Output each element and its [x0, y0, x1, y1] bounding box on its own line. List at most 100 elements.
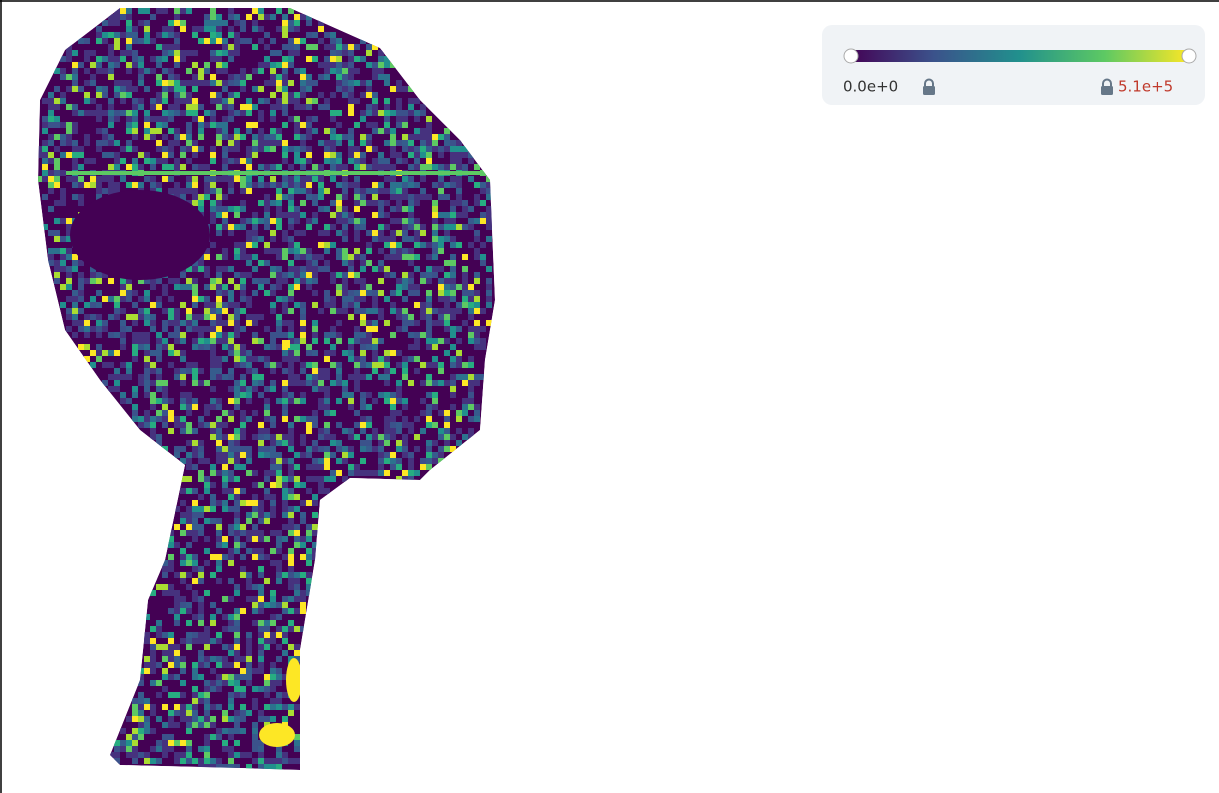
- heatmap-pixel: [408, 194, 414, 200]
- heatmap-pixel: [234, 680, 240, 686]
- heatmap-pixel: [444, 434, 450, 440]
- heatmap-pixel: [228, 80, 234, 86]
- heatmap-pixel: [156, 410, 162, 416]
- heatmap-pixel: [180, 668, 186, 674]
- heatmap-pixel: [288, 566, 294, 572]
- heatmap-pixel: [300, 86, 306, 92]
- heatmap-pixel: [180, 50, 186, 56]
- heatmap-pixel: [396, 140, 402, 146]
- heatmap-pixel: [288, 572, 294, 578]
- heatmap-pixel: [210, 350, 216, 356]
- heatmap-pixel: [156, 692, 162, 698]
- heatmap-pixel: [234, 620, 240, 626]
- heatmap-pixel: [414, 98, 420, 104]
- heatmap-pixel: [318, 308, 324, 314]
- max-label[interactable]: 5.1e+5: [1118, 78, 1173, 96]
- max-lock-icon[interactable]: [1101, 78, 1113, 96]
- heatmap-pixel: [252, 386, 258, 392]
- min-label[interactable]: 0.0e+0: [843, 78, 898, 96]
- heatmap-pixel: [246, 656, 252, 662]
- heatmap-pixel: [270, 764, 276, 770]
- heatmap-pixel: [192, 464, 198, 470]
- heatmap-pixel: [384, 176, 390, 182]
- heatmap-pixel: [192, 164, 198, 170]
- heatmap-pixel: [162, 116, 168, 122]
- heatmap-pixel: [426, 332, 432, 338]
- heatmap-pixel: [138, 752, 144, 758]
- heatmap-pixel: [342, 74, 348, 80]
- heatmap-pixel: [396, 428, 402, 434]
- heatmap-pixel: [294, 338, 300, 344]
- heatmap-pixel: [432, 218, 438, 224]
- min-lock-icon[interactable]: [923, 78, 935, 96]
- heatmap-pixel: [366, 62, 372, 68]
- heatmap-pixel: [438, 248, 444, 254]
- heatmap-pixel: [102, 188, 108, 194]
- heatmap-pixel: [462, 212, 468, 218]
- heatmap-pixel: [66, 152, 72, 158]
- heatmap-pixel: [246, 38, 252, 44]
- heatmap-pixel: [96, 32, 102, 38]
- heatmap-pixel: [396, 446, 402, 452]
- heatmap-pixel: [258, 110, 264, 116]
- heatmap-pixel: [138, 296, 144, 302]
- heatmap-pixel: [294, 650, 300, 656]
- heatmap-pixel: [180, 380, 186, 386]
- heatmap-pixel: [474, 278, 480, 284]
- heatmap-pixel: [216, 32, 222, 38]
- heatmap-pixel: [162, 404, 168, 410]
- heatmap-pixel: [378, 200, 384, 206]
- heatmap-pixel: [324, 68, 330, 74]
- max-handle[interactable]: [1181, 48, 1197, 64]
- heatmap-pixel: [102, 272, 108, 278]
- heatmap-pixel: [288, 428, 294, 434]
- heatmap-pixel: [228, 644, 234, 650]
- heatmap-pixel: [228, 374, 234, 380]
- heatmap-pixel: [414, 230, 420, 236]
- heatmap-pixel: [324, 146, 330, 152]
- heatmap-pixel: [234, 128, 240, 134]
- heatmap-pixel: [204, 326, 210, 332]
- heatmap-feature: [286, 658, 302, 702]
- heatmap-pixel: [228, 734, 234, 740]
- heatmap-pixel: [246, 350, 252, 356]
- heatmap-pixel: [480, 212, 486, 218]
- heatmap-pixel: [252, 146, 258, 152]
- heatmap-pixel: [162, 752, 168, 758]
- heatmap-pixel: [384, 122, 390, 128]
- heatmap-pixel: [282, 488, 288, 494]
- heatmap-pixel: [186, 308, 192, 314]
- heatmap-pixel: [204, 626, 210, 632]
- heatmap-pixel: [72, 152, 78, 158]
- heatmap-pixel: [240, 428, 246, 434]
- heatmap-pixel: [426, 194, 432, 200]
- heatmap-pixel: [228, 266, 234, 272]
- heatmap-pixel: [432, 404, 438, 410]
- heatmap-pixel: [336, 332, 342, 338]
- heatmap-pixel: [222, 284, 228, 290]
- heatmap-pixel: [264, 578, 270, 584]
- heatmap-pixel: [390, 302, 396, 308]
- heatmap-pixel: [444, 350, 450, 356]
- heatmap-pixel: [216, 26, 222, 32]
- heatmap-pixel: [126, 362, 132, 368]
- heatmap-pixel: [204, 38, 210, 44]
- heatmap-pixel: [252, 104, 258, 110]
- heatmap-pixel: [234, 626, 240, 632]
- heatmap-pixel: [234, 500, 240, 506]
- heatmap-pixel: [438, 380, 444, 386]
- heatmap-pixel: [312, 554, 318, 560]
- heatmap-pixel: [366, 392, 372, 398]
- heatmap-pixel: [198, 572, 204, 578]
- heatmap-pixel: [108, 68, 114, 74]
- heatmap-pixel: [306, 446, 312, 452]
- heatmap-pixel: [186, 476, 192, 482]
- heatmap-pixel: [132, 50, 138, 56]
- heatmap-pixel: [246, 572, 252, 578]
- heatmap-pixel: [360, 290, 366, 296]
- min-handle[interactable]: [843, 48, 859, 64]
- heatmap-pixel: [276, 572, 282, 578]
- heatmap-pixel: [144, 26, 150, 32]
- heatmap-pixel: [372, 104, 378, 110]
- heatmap-pixel: [294, 578, 300, 584]
